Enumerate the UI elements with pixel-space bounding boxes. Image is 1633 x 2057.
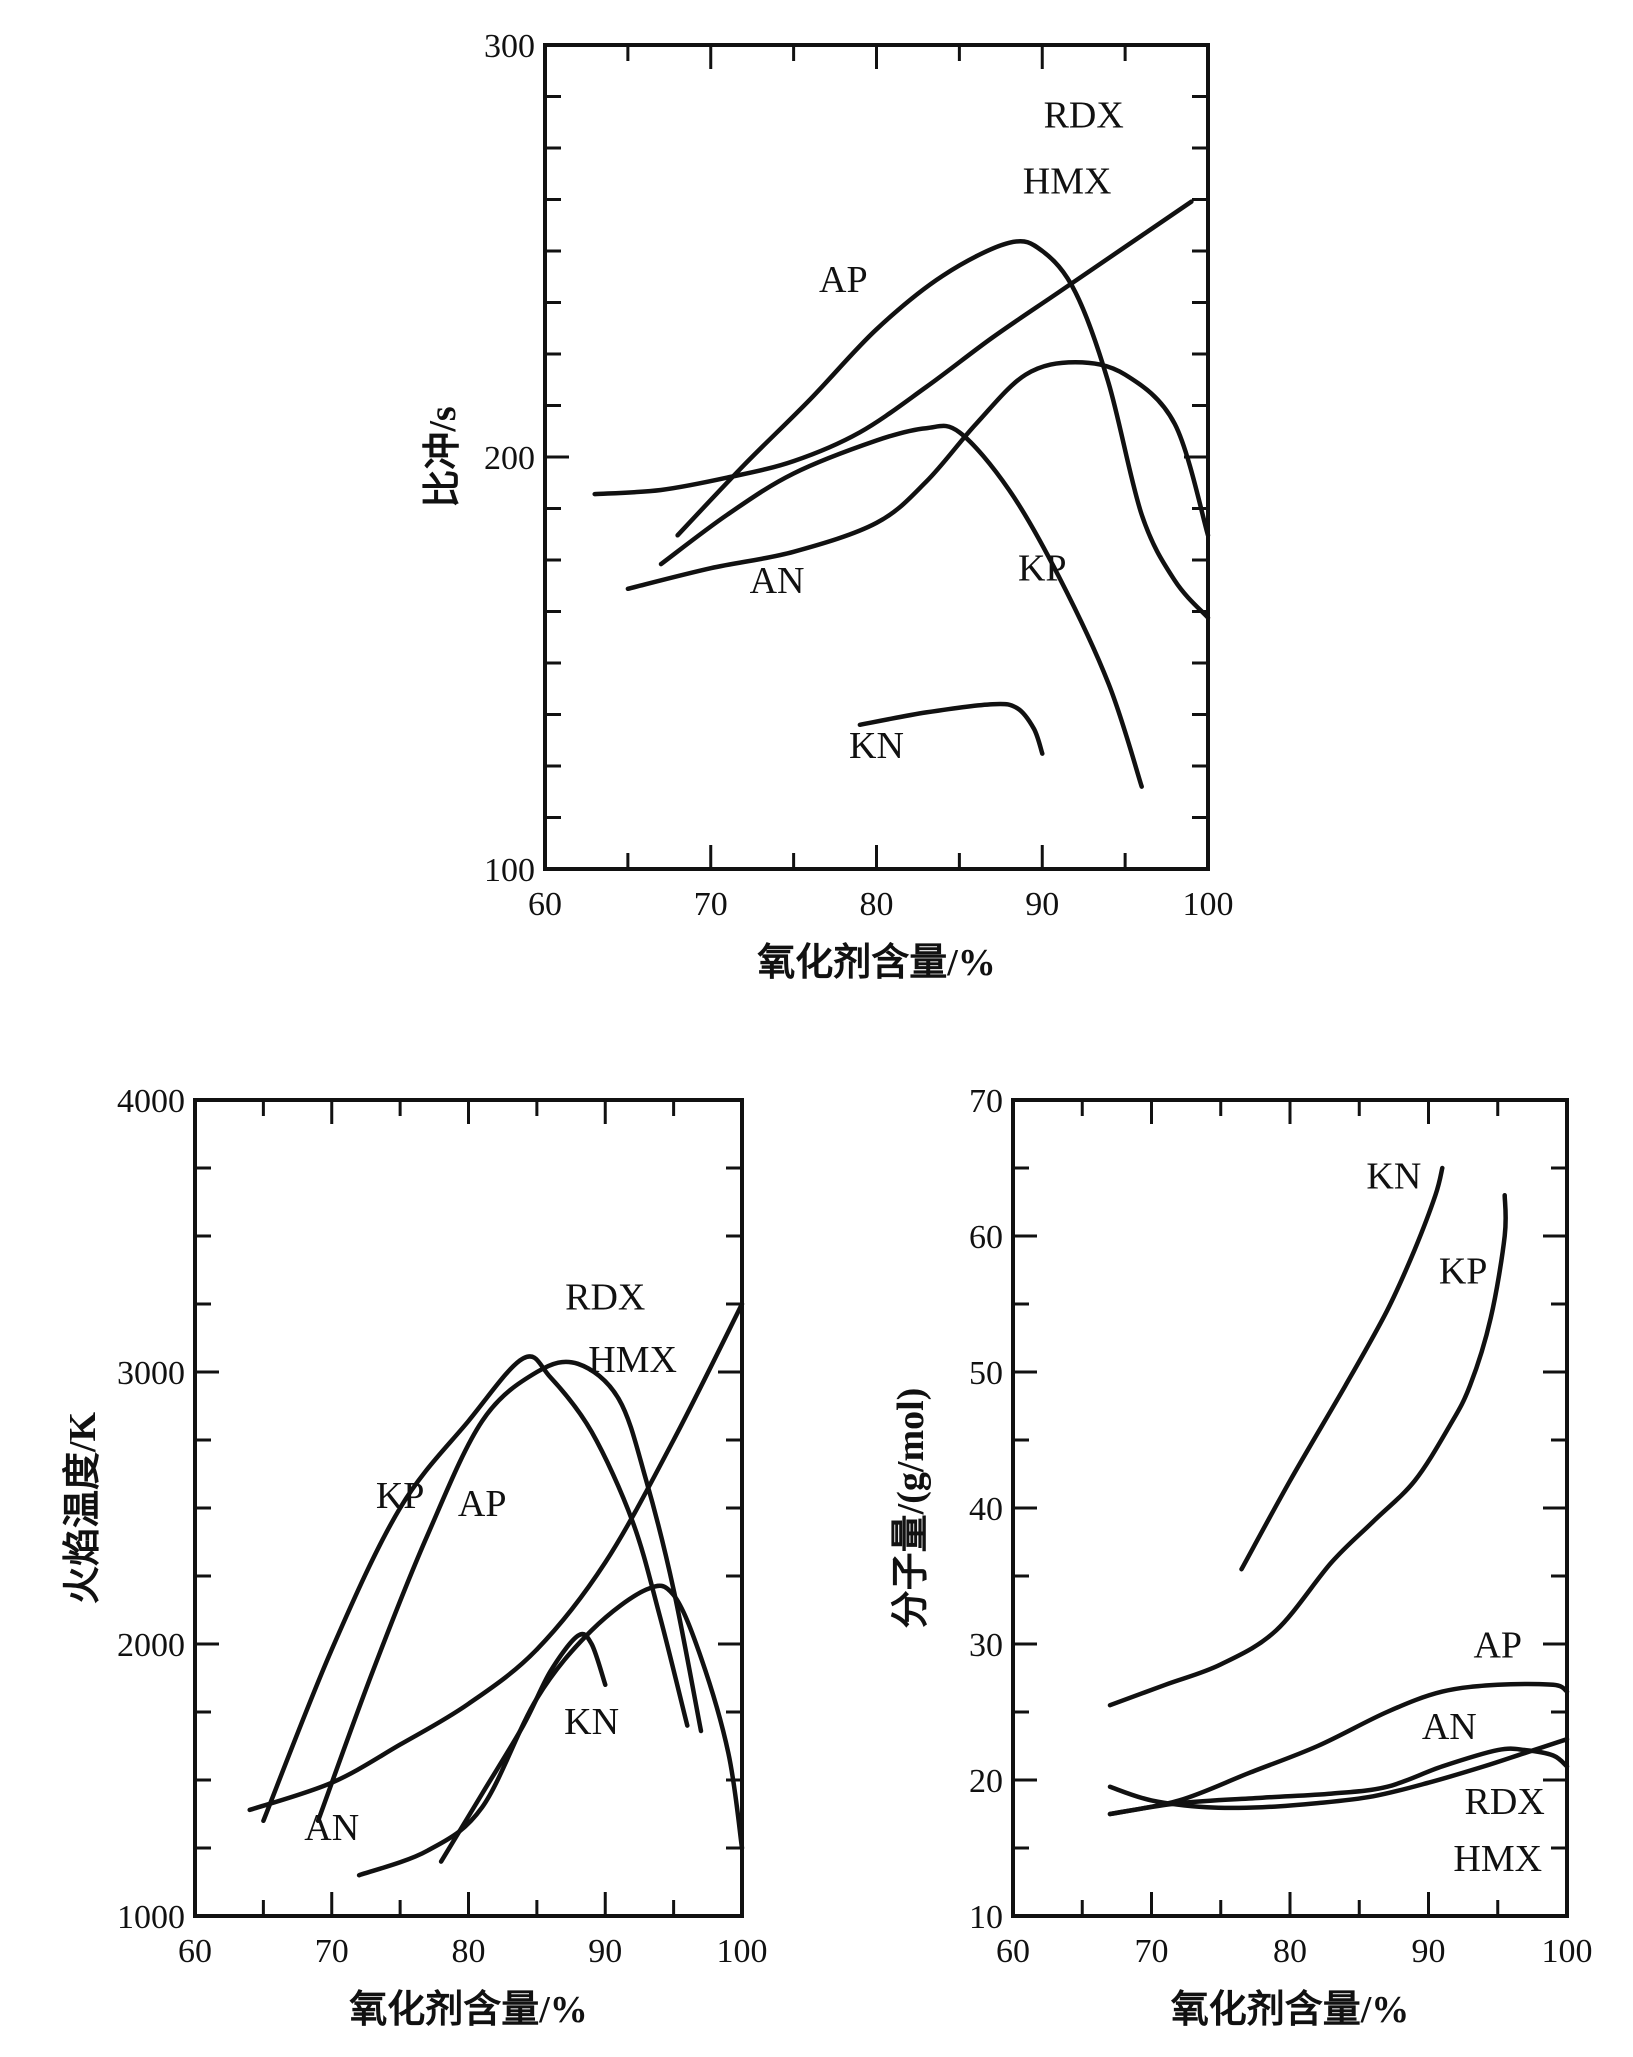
molecular-weight-chart: 60 70 80 90 10010203040506070氧化剂含量/%分子量/(g/m…	[890, 1083, 1593, 2031]
series-label-rdx: RDX	[565, 1276, 645, 1318]
y-axis-title: 比冲/s	[422, 406, 464, 507]
x-tick-label: 70	[1135, 1933, 1169, 1970]
series-label-hmx: HMX	[1023, 160, 1112, 202]
x-tick-label: 70	[694, 886, 728, 923]
y-tick-label: 3000	[117, 1355, 185, 1392]
specific-impulse-chart: 60 70 80 90 100 100 200 300 氧化剂含量/% 比冲/s RDX HMX AP A…	[422, 28, 1234, 984]
series-label-ap: AP	[458, 1483, 507, 1525]
x-tick-label: 60	[528, 886, 562, 923]
flame-temperature-chart: 60 70 80 90 100 1000 2000 3000 4000 氧化剂含量/% 火焰温度/K…	[62, 1083, 768, 2031]
series-line-an	[356, 1583, 745, 1878]
series-label-hmx: HMX	[588, 1339, 677, 1381]
x-tick-label: 100	[717, 1933, 768, 1970]
y-tick-label: 200	[484, 440, 535, 477]
series-line-rdx-hmx	[592, 199, 1194, 497]
y-tick-label: 50	[969, 1355, 1003, 1392]
x-axis-title: 氧化剂含量/%	[349, 1989, 588, 2031]
y-tick-label: 70	[969, 1083, 1003, 1120]
series-label-ap: AP	[819, 259, 868, 301]
series-label-rdx: RDX	[1044, 94, 1124, 136]
series-label-an: AN	[1422, 1706, 1477, 1748]
series-label-hmx: HMX	[1453, 1838, 1542, 1880]
x-axis-title: 氧化剂含量/%	[1171, 1989, 1410, 2031]
y-tick-label: 10	[969, 1899, 1003, 1936]
series-line-ap	[675, 238, 1211, 620]
series-label-an: AN	[304, 1807, 359, 1849]
y-axis-title: 火焰温度/K	[62, 1412, 104, 1605]
y-tick-label: 40	[969, 1491, 1003, 1528]
series-label-kp: KP	[376, 1475, 425, 1517]
y-axis-title: 分子量/(g/mol)	[890, 1388, 932, 1629]
x-tick-label: 70	[315, 1933, 349, 1970]
series-line-kn	[1239, 1165, 1445, 1572]
series-line-an	[1107, 1746, 1570, 1817]
series-line-kn	[857, 701, 1045, 756]
series-line-rdx-hmx	[1107, 1736, 1570, 1811]
x-tick-label: 60	[996, 1933, 1030, 1970]
x-tick-label: 80	[1273, 1933, 1307, 1970]
series-label-kp: KP	[1018, 548, 1067, 590]
series-line-kp	[1107, 1192, 1508, 1708]
y-tick-label: 2000	[117, 1627, 185, 1664]
x-tick-label: 80	[452, 1933, 486, 1970]
y-tick-label: 60	[969, 1219, 1003, 1256]
x-tick-label: 100	[1542, 1933, 1593, 1970]
y-tick-label: 100	[484, 852, 535, 889]
series-line-ap	[315, 1359, 704, 1824]
series-line-kn	[438, 1631, 608, 1864]
series-label-an: AN	[750, 560, 805, 602]
x-axis-title: 氧化剂含量/%	[757, 942, 996, 984]
y-tick-label: 4000	[117, 1083, 185, 1120]
x-tick-label: 80	[860, 886, 894, 923]
y-tick-label: 1000	[117, 1899, 185, 1936]
series-label-kn: KN	[1366, 1155, 1421, 1197]
series-line-kp	[261, 1354, 690, 1824]
x-tick-label: 90	[1025, 886, 1059, 923]
x-tick-label: 90	[1412, 1933, 1446, 1970]
series-line-kp	[658, 423, 1144, 789]
y-tick-label: 300	[484, 28, 535, 65]
x-tick-label: 90	[588, 1933, 622, 1970]
series-line-ap	[1107, 1681, 1570, 1817]
series-label-kn: KN	[564, 1701, 619, 1743]
series-label-rdx: RDX	[1465, 1781, 1545, 1823]
series-label-kp: KP	[1439, 1251, 1488, 1293]
y-tick-label: 30	[969, 1627, 1003, 1664]
series-label-kn: KN	[849, 725, 904, 767]
y-tick-label: 20	[969, 1763, 1003, 1800]
series-line-an	[625, 359, 1211, 592]
x-tick-label: 60	[178, 1933, 212, 1970]
x-tick-label: 100	[1183, 886, 1234, 923]
series-line-rdx-hmx	[247, 1301, 745, 1813]
series-label-ap: AP	[1473, 1625, 1522, 1667]
